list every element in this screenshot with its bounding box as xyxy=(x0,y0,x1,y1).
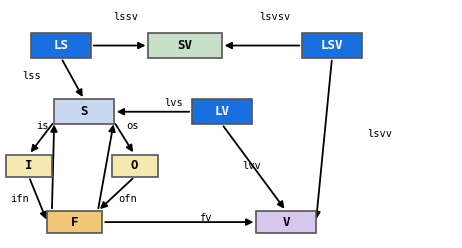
Text: lss: lss xyxy=(22,71,41,81)
Text: LV: LV xyxy=(214,105,229,118)
Text: S: S xyxy=(80,105,88,118)
Text: lvv: lvv xyxy=(242,161,261,171)
Text: lsvsv: lsvsv xyxy=(259,12,290,22)
FancyBboxPatch shape xyxy=(54,99,114,124)
Text: LS: LS xyxy=(54,39,68,52)
FancyBboxPatch shape xyxy=(192,99,252,124)
Text: ofn: ofn xyxy=(118,194,137,204)
Text: SV: SV xyxy=(177,39,193,52)
FancyBboxPatch shape xyxy=(302,33,362,58)
Text: lssv: lssv xyxy=(113,12,138,22)
Text: os: os xyxy=(126,122,139,131)
FancyBboxPatch shape xyxy=(6,155,52,177)
Text: I: I xyxy=(25,159,33,172)
Text: lsvv: lsvv xyxy=(368,129,393,139)
Text: lvs: lvs xyxy=(164,98,183,108)
FancyBboxPatch shape xyxy=(256,211,316,233)
FancyBboxPatch shape xyxy=(112,155,158,177)
FancyBboxPatch shape xyxy=(31,33,91,58)
Text: F: F xyxy=(71,216,79,229)
Text: LSV: LSV xyxy=(321,39,343,52)
Text: O: O xyxy=(131,159,138,172)
FancyBboxPatch shape xyxy=(47,211,103,233)
FancyBboxPatch shape xyxy=(148,33,222,58)
Text: is: is xyxy=(36,122,49,131)
Text: fv: fv xyxy=(200,214,212,223)
Text: V: V xyxy=(282,216,290,229)
Text: ifn: ifn xyxy=(10,194,29,204)
